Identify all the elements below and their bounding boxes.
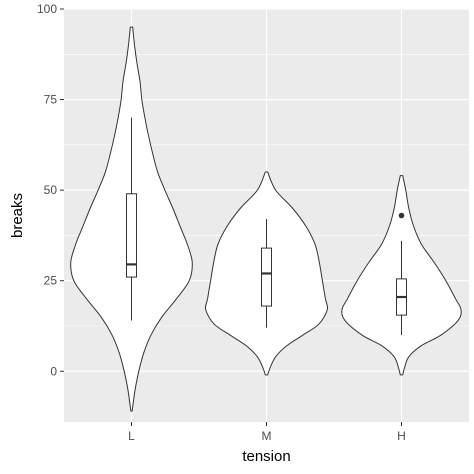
- box-iqr: [261, 247, 272, 307]
- violin-M: [204, 171, 329, 376]
- y-tick-label: 75: [44, 93, 58, 107]
- x-tick-label: M: [262, 429, 272, 443]
- box-iqr: [126, 193, 137, 278]
- violin-H: [341, 175, 462, 376]
- violins: [70, 26, 462, 412]
- y-axis-ticks: 0 25 50 75 100: [37, 2, 64, 378]
- outlier-point: [398, 212, 405, 219]
- y-tick-label: 0: [50, 364, 57, 378]
- y-tick-label: 50: [44, 183, 58, 197]
- y-axis-title: breaks: [9, 193, 26, 238]
- x-axis-title: tension: [242, 448, 290, 465]
- x-tick-label: L: [128, 429, 135, 443]
- y-tick-label: 25: [44, 274, 58, 288]
- y-tick-label: 100: [37, 2, 57, 16]
- x-tick-label: H: [397, 429, 406, 443]
- violin-L: [70, 26, 193, 412]
